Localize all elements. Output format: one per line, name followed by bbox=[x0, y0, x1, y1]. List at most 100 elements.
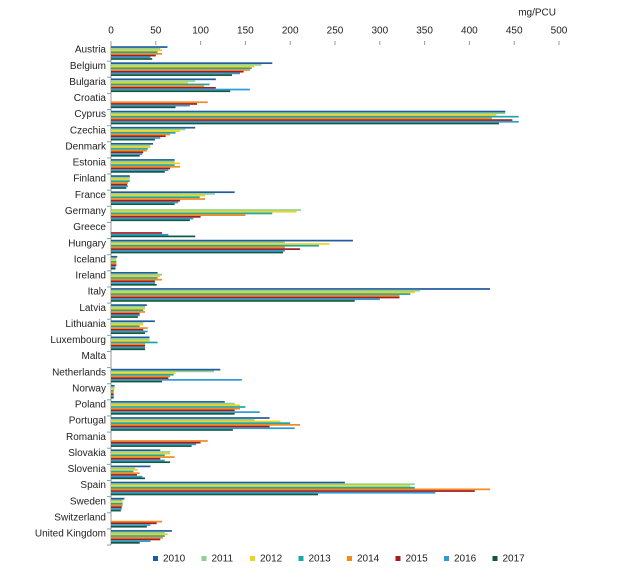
y-tick-label: Lithuania bbox=[65, 319, 106, 330]
legend-label: 2011 bbox=[212, 554, 234, 565]
bar bbox=[111, 531, 165, 534]
x-tick-label: 250 bbox=[327, 26, 344, 37]
bar bbox=[111, 199, 180, 202]
bar bbox=[111, 468, 138, 471]
bar bbox=[111, 72, 241, 75]
bar bbox=[111, 346, 146, 349]
bar bbox=[111, 538, 161, 541]
y-tick-label: Greece bbox=[73, 222, 106, 233]
y-tick-label: Norway bbox=[72, 383, 106, 394]
bar bbox=[111, 384, 115, 387]
x-tick-label: 450 bbox=[506, 26, 523, 37]
bar bbox=[111, 456, 175, 458]
bar bbox=[111, 194, 206, 197]
bar bbox=[111, 445, 192, 447]
bar bbox=[111, 401, 225, 403]
bar bbox=[111, 130, 180, 132]
bar bbox=[111, 345, 146, 347]
bar bbox=[111, 146, 151, 149]
bar bbox=[111, 162, 180, 165]
bar bbox=[111, 260, 117, 263]
bar bbox=[111, 486, 415, 489]
bar bbox=[111, 420, 281, 423]
bar bbox=[111, 153, 143, 155]
bar bbox=[111, 164, 175, 166]
bar bbox=[111, 493, 318, 496]
bar bbox=[111, 183, 128, 186]
bar bbox=[111, 264, 117, 267]
bar bbox=[111, 522, 157, 525]
legend-swatch bbox=[201, 556, 207, 561]
bar bbox=[111, 154, 140, 157]
bar bbox=[111, 144, 151, 147]
bar bbox=[111, 47, 161, 50]
legend-label: 2016 bbox=[454, 554, 477, 565]
y-tick-label: Romania bbox=[66, 432, 106, 443]
bar bbox=[111, 501, 123, 503]
bar bbox=[111, 65, 255, 68]
bar bbox=[111, 377, 169, 380]
bar bbox=[111, 53, 163, 55]
bar bbox=[111, 209, 301, 211]
bar bbox=[111, 305, 146, 308]
bar bbox=[111, 540, 151, 542]
bar bbox=[111, 180, 130, 183]
bar bbox=[111, 148, 148, 150]
bar bbox=[111, 169, 169, 172]
bar bbox=[111, 491, 436, 494]
bar bbox=[111, 101, 208, 104]
bar bbox=[111, 443, 197, 446]
bar bbox=[111, 483, 415, 486]
bar bbox=[111, 309, 144, 312]
bar bbox=[111, 49, 163, 52]
x-tick-label: 200 bbox=[282, 26, 299, 37]
bar bbox=[111, 379, 242, 381]
bar bbox=[111, 122, 499, 125]
bar bbox=[111, 251, 284, 254]
y-tick-label: Finland bbox=[73, 174, 106, 185]
bar bbox=[111, 272, 158, 274]
bar bbox=[111, 262, 117, 265]
bar bbox=[111, 497, 125, 500]
bar bbox=[111, 178, 130, 181]
y-tick-label: Switzerland bbox=[54, 512, 106, 523]
y-tick-label: Italy bbox=[88, 287, 106, 298]
bar bbox=[111, 312, 140, 315]
bar bbox=[111, 58, 153, 60]
legend-swatch bbox=[395, 556, 401, 561]
bar bbox=[111, 62, 273, 65]
y-tick-label: Luxembourg bbox=[50, 335, 106, 346]
bar bbox=[111, 441, 201, 444]
bar bbox=[111, 343, 146, 346]
bar bbox=[111, 386, 115, 389]
bar bbox=[111, 151, 144, 154]
y-tick-label: Slovenia bbox=[68, 464, 107, 475]
bar bbox=[111, 407, 241, 410]
bar bbox=[111, 85, 205, 87]
bar bbox=[111, 280, 155, 283]
legend-label: 2012 bbox=[260, 554, 283, 565]
legend-swatch bbox=[250, 556, 255, 561]
bar bbox=[111, 307, 146, 310]
bar bbox=[111, 375, 171, 378]
bar bbox=[111, 282, 155, 284]
legend-label: 2014 bbox=[357, 554, 380, 565]
bar bbox=[111, 273, 163, 276]
bar bbox=[111, 210, 297, 213]
y-tick-label: Denmark bbox=[65, 141, 107, 152]
y-tick-label: Bulgaria bbox=[69, 77, 106, 88]
bar bbox=[111, 395, 114, 397]
bar bbox=[111, 322, 144, 324]
bar bbox=[111, 255, 118, 258]
bar bbox=[111, 69, 250, 71]
legend-label: 2017 bbox=[503, 554, 526, 565]
bar bbox=[111, 277, 158, 279]
y-tick-label: Croatia bbox=[74, 93, 107, 104]
y-tick-label: Netherlands bbox=[52, 367, 106, 378]
bar bbox=[111, 293, 411, 295]
bar bbox=[111, 159, 175, 161]
bar bbox=[111, 472, 140, 475]
bar bbox=[111, 459, 165, 462]
bar bbox=[111, 339, 150, 342]
bar bbox=[111, 520, 163, 523]
